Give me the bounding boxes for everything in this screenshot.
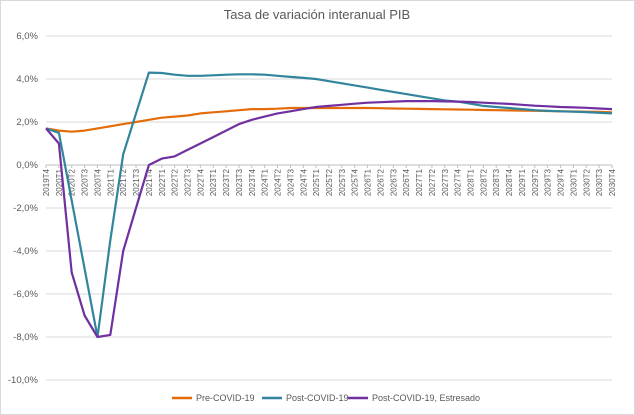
x-tick-label: 2024T4 [299, 168, 308, 196]
x-tick-label: 2028T4 [505, 168, 514, 196]
x-tick-label: 2020T4 [93, 168, 102, 196]
x-tick-label: 2021T2 [119, 168, 128, 196]
x-tick-label: 2030T4 [608, 168, 617, 196]
x-tick-label: 2028T1 [467, 168, 476, 196]
x-tick-label: 2027T2 [428, 168, 437, 196]
x-tick-label: 2020T3 [81, 168, 90, 196]
x-tick-label: 2024T3 [286, 168, 295, 196]
series-lines [45, 71, 613, 339]
y-tick-label: -2,0% [13, 203, 38, 214]
x-tick-label: 2030T3 [595, 168, 604, 196]
x-tick-label: 2024T1 [261, 168, 270, 196]
legend: Pre-COVID-19 Post-COVID-19 Post-COVID-19, … [172, 393, 480, 403]
series-line-3 [45, 100, 613, 339]
y-axis-ticks: 6,0% 4,0% 2,0% 0,0% -2,0% -4,0% -6,0% -8,0% -10,… [8, 31, 39, 386]
x-tick-label: 2025T2 [325, 168, 334, 196]
x-tick-label: 2022T2 [171, 168, 180, 196]
y-tick-label: -4,0% [13, 246, 38, 257]
x-tick-label: 2029T2 [531, 168, 540, 196]
x-tick-label: 2028T3 [492, 168, 501, 196]
x-tick-label: 2024T2 [274, 168, 283, 196]
x-tick-label: 2023T1 [209, 168, 218, 196]
x-tick-label: 2029T3 [544, 168, 553, 196]
chart-title: Tasa de variación interanual PIB [224, 7, 410, 22]
legend-label: Post-COVID-19 [286, 393, 349, 403]
x-tick-label: 2026T3 [389, 168, 398, 196]
x-tick-label: 2027T4 [454, 168, 463, 196]
x-axis-ticks: 2019T4 2020T1 2020T2 2020T3 2020T4 2021T1 2021… [42, 165, 617, 196]
x-tick-label: 2020T2 [68, 168, 77, 196]
x-tick-label: 2026T4 [402, 168, 411, 196]
x-tick-label: 2022T1 [158, 168, 167, 196]
x-tick-label: 2023T2 [222, 168, 231, 196]
y-tick-label: 6,0% [16, 31, 38, 42]
x-tick-label: 2019T4 [42, 168, 51, 196]
legend-label: Pre-COVID-19 [196, 393, 255, 403]
y-tick-label: 2,0% [16, 117, 38, 128]
x-tick-label: 2022T4 [196, 168, 205, 196]
x-tick-label: 2030T1 [569, 168, 578, 196]
x-tick-label: 2023T4 [248, 168, 257, 196]
x-tick-label: 2026T2 [376, 168, 385, 196]
x-tick-label: 2025T3 [338, 168, 347, 196]
x-tick-label: 2025T1 [312, 168, 321, 196]
y-tick-label: 0,0% [16, 160, 38, 171]
y-tick-label: 4,0% [16, 74, 38, 85]
x-tick-label: 2027T1 [415, 168, 424, 196]
x-tick-label: 2021T3 [132, 168, 141, 196]
gridlines [46, 35, 612, 381]
x-tick-label: 2022T3 [184, 168, 193, 196]
x-tick-label: 2025T4 [351, 168, 360, 196]
x-tick-label: 2023T3 [235, 168, 244, 196]
x-tick-label: 2028T2 [479, 168, 488, 196]
x-tick-label: 2020T1 [55, 168, 64, 196]
series-line-1 [45, 106, 613, 133]
x-tick-label: 2029T4 [557, 168, 566, 196]
x-tick-label: 2030T2 [582, 168, 591, 196]
x-tick-label: 2021T1 [106, 168, 115, 196]
x-tick-label: 2026T1 [364, 168, 373, 196]
legend-label: Post-COVID-19, Estresado [372, 393, 480, 403]
y-tick-label: -10,0% [8, 375, 39, 386]
x-tick-label: 2021T4 [145, 168, 154, 196]
x-tick-label: 2027T3 [441, 168, 450, 196]
y-tick-label: -6,0% [13, 289, 38, 300]
series-line-2 [45, 71, 613, 339]
y-tick-label: -8,0% [13, 332, 38, 343]
x-tick-label: 2029T1 [518, 168, 527, 196]
